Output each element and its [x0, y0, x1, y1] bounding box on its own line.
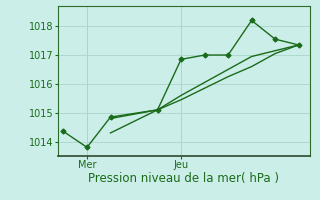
X-axis label: Pression niveau de la mer( hPa ): Pression niveau de la mer( hPa ) — [89, 172, 279, 185]
